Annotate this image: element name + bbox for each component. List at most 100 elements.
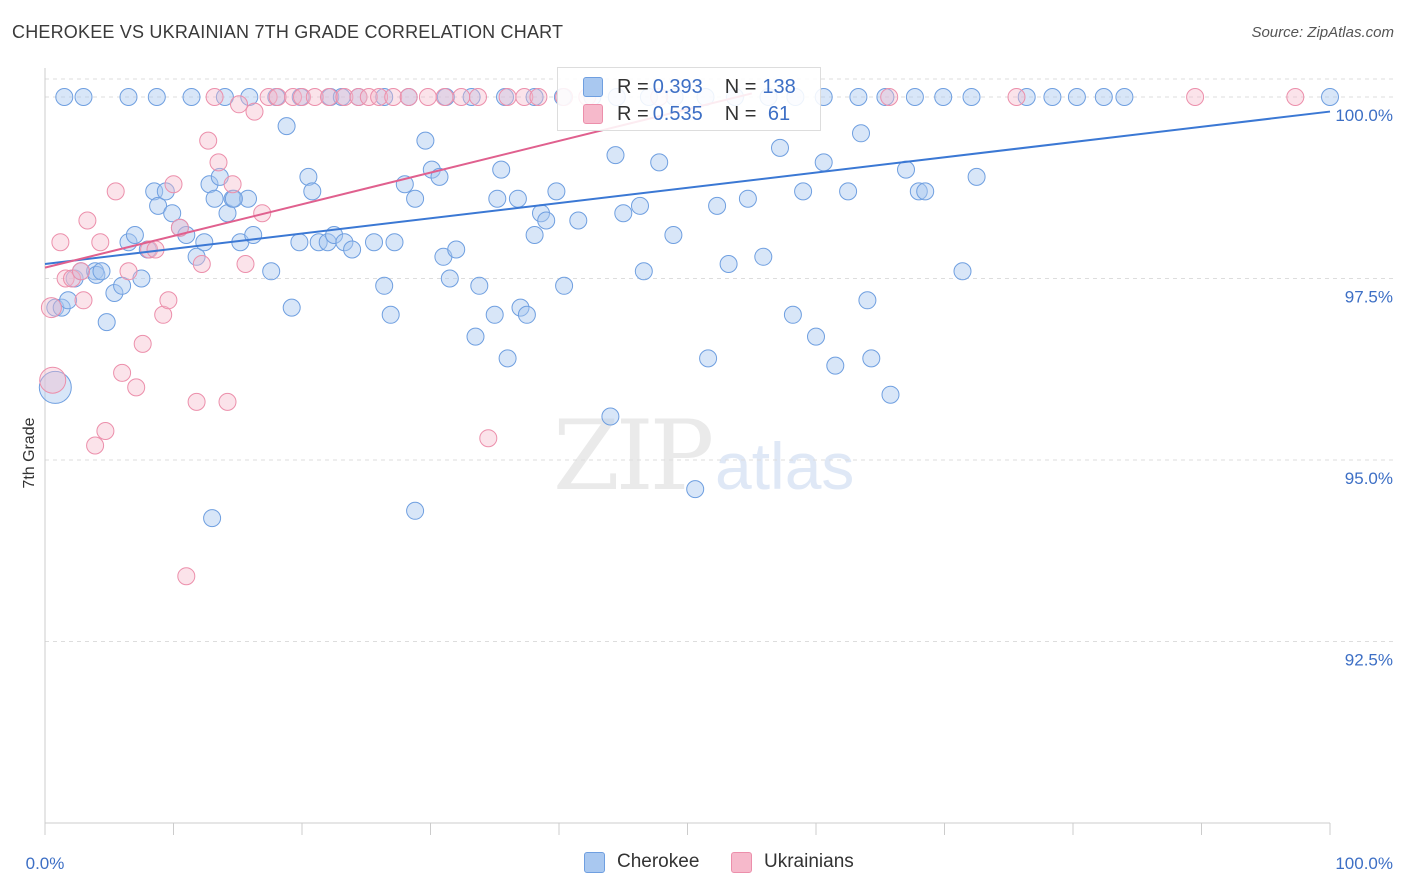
cherokee-point <box>909 182 928 201</box>
cherokee-point <box>555 276 574 295</box>
cherokee-point <box>303 182 322 201</box>
cherokee-point <box>447 240 466 259</box>
cherokee-point <box>1321 88 1339 106</box>
ukrainians-point <box>230 95 248 114</box>
y-tick-label: 92.5% <box>1345 651 1393 670</box>
cherokee-point <box>498 349 517 368</box>
cherokee-point <box>1043 88 1062 106</box>
legend-n-label: N = <box>724 102 757 125</box>
ukrainians-point <box>170 218 189 237</box>
cherokee-point <box>488 189 507 208</box>
cherokee-point <box>525 88 544 106</box>
cherokee-point <box>205 189 224 208</box>
legend-r-value: 0.535 <box>652 102 703 125</box>
cherokee-point <box>406 501 425 520</box>
ukrainians-point <box>236 255 255 273</box>
cherokee-trend-line <box>44 110 1331 266</box>
cherokee-point <box>163 204 182 223</box>
cherokee-point <box>105 284 124 302</box>
cherokee-point <box>719 255 738 273</box>
cherokee-point <box>290 233 309 252</box>
ukrainians-point <box>1186 88 1205 106</box>
cherokee-point <box>74 88 93 106</box>
ukrainians-point <box>72 262 90 281</box>
ukrainians-point <box>399 88 418 106</box>
cherokee-point <box>858 291 877 310</box>
cherokee-point <box>852 124 870 143</box>
cherokee-point <box>381 305 400 324</box>
ukrainians-point <box>113 363 132 382</box>
ukrainians-point <box>187 392 206 411</box>
cherokee-point <box>738 189 757 208</box>
ukrainians-point <box>498 88 517 106</box>
ukrainians-point <box>209 153 228 172</box>
cherokee-point <box>897 160 915 179</box>
cherokee-point <box>492 160 511 179</box>
watermark-atlas: atlas <box>715 429 855 503</box>
ukrainians-point <box>1007 88 1026 106</box>
ukrainians-point <box>154 305 173 324</box>
ukrainians-point <box>91 233 110 252</box>
ukrainians-point <box>880 88 899 106</box>
cherokee-point <box>385 233 404 252</box>
ukrainians-point <box>199 131 218 150</box>
ukrainians-point <box>63 269 81 288</box>
cherokee-point <box>149 196 168 215</box>
cherokee-point <box>664 226 683 244</box>
chart-title: CHEROKEE VS UKRAINIAN 7TH GRADE CORRELAT… <box>12 22 564 42</box>
cherokee-point <box>881 385 900 404</box>
series-legend: Cherokee Ukrainians <box>0 851 1406 877</box>
legend-label-cherokee: Cherokee <box>617 851 700 872</box>
cherokee-point <box>485 305 504 324</box>
legend-label-ukrainians: Ukrainians <box>764 851 854 872</box>
cherokee-point <box>215 88 234 106</box>
cherokee-point <box>1094 88 1113 106</box>
ukrainians-point <box>106 182 125 201</box>
ukrainians-point <box>127 378 146 397</box>
ukrainians-point <box>86 436 105 455</box>
cherokee-point <box>794 182 813 201</box>
ukrainians-point <box>335 88 354 106</box>
ukrainians-point <box>384 88 403 106</box>
cherokee-point <box>335 233 354 252</box>
stats-legend: R = 0.393 N = 138 R = 0.535 N = 61 <box>557 67 821 131</box>
cherokee-point <box>754 247 773 266</box>
cherokee-point <box>38 370 72 404</box>
cherokee-point <box>416 131 435 150</box>
cherokee-point <box>365 233 383 252</box>
ukrainians-point <box>435 88 454 106</box>
ukrainians-point <box>133 334 152 353</box>
ukrainians-point <box>78 211 97 230</box>
cherokee-point <box>1115 88 1134 106</box>
cherokee-point <box>195 233 214 252</box>
cherokee-point <box>953 262 972 281</box>
cherokee-point <box>262 262 281 281</box>
y-tick-label: 95.0% <box>1345 469 1393 488</box>
ukrainians-point <box>1286 88 1305 106</box>
cherokee-point <box>708 196 727 215</box>
ukrainians-point <box>418 88 437 106</box>
cherokee-point <box>631 196 649 215</box>
legend-r-value: 0.393 <box>652 75 703 98</box>
legend-item-cherokee[interactable]: Cherokee <box>584 851 699 873</box>
cherokee-point <box>967 167 986 186</box>
y-axis-label: 7th Grade <box>21 417 38 488</box>
cherokee-point <box>282 298 301 317</box>
ukrainians-point <box>359 88 378 106</box>
cherokee-point <box>200 175 219 194</box>
cherokee-point <box>569 211 588 230</box>
legend-n-value: 61 <box>762 102 791 125</box>
ukrainians-point <box>205 88 224 106</box>
cherokee-point <box>905 88 924 106</box>
cherokee-point <box>470 276 489 295</box>
cherokee-point <box>916 182 935 201</box>
legend-item-ukrainians[interactable]: Ukrainians <box>731 851 854 873</box>
legend-r-label: R = <box>617 75 649 98</box>
y-tick-label: 100.0% <box>1335 106 1393 125</box>
cherokee-point <box>783 305 802 324</box>
cherokee-point <box>147 88 166 106</box>
x-tick-label: 0.0% <box>26 854 65 873</box>
cherokee-point <box>430 167 449 186</box>
ukrainians-point <box>40 297 62 319</box>
ukrainians-point <box>119 262 138 281</box>
